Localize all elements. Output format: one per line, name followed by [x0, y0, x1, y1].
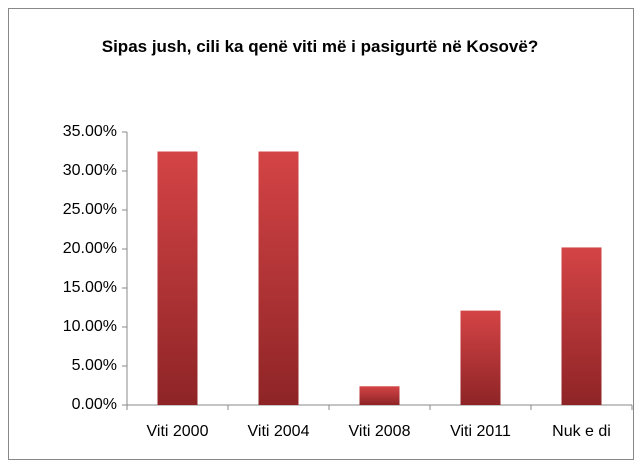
x-tick-label: Viti 2008	[349, 423, 411, 440]
y-tick-label: 0.00%	[72, 396, 117, 413]
bar	[460, 310, 501, 405]
chart-border	[8, 8, 634, 460]
y-tick-label: 20.00%	[63, 240, 117, 257]
x-tick-label: Viti 2004	[248, 423, 310, 440]
bar	[561, 247, 602, 405]
bar	[157, 151, 198, 405]
x-tick-label: Viti 2011	[450, 423, 511, 440]
x-tick-label: Nuk e di	[552, 423, 611, 440]
y-tick-label: 35.00%	[63, 123, 117, 140]
y-tick-label: 10.00%	[63, 318, 117, 335]
bar	[359, 386, 400, 405]
bar	[258, 151, 299, 405]
y-tick-label: 25.00%	[63, 201, 117, 218]
chart-title: Sipas jush, cili ka qenë viti më i pasig…	[101, 37, 539, 56]
y-tick-label: 30.00%	[63, 162, 117, 179]
y-tick-label: 15.00%	[63, 279, 117, 296]
y-tick-label: 5.00%	[72, 357, 117, 374]
x-tick-label: Viti 2000	[147, 423, 209, 440]
